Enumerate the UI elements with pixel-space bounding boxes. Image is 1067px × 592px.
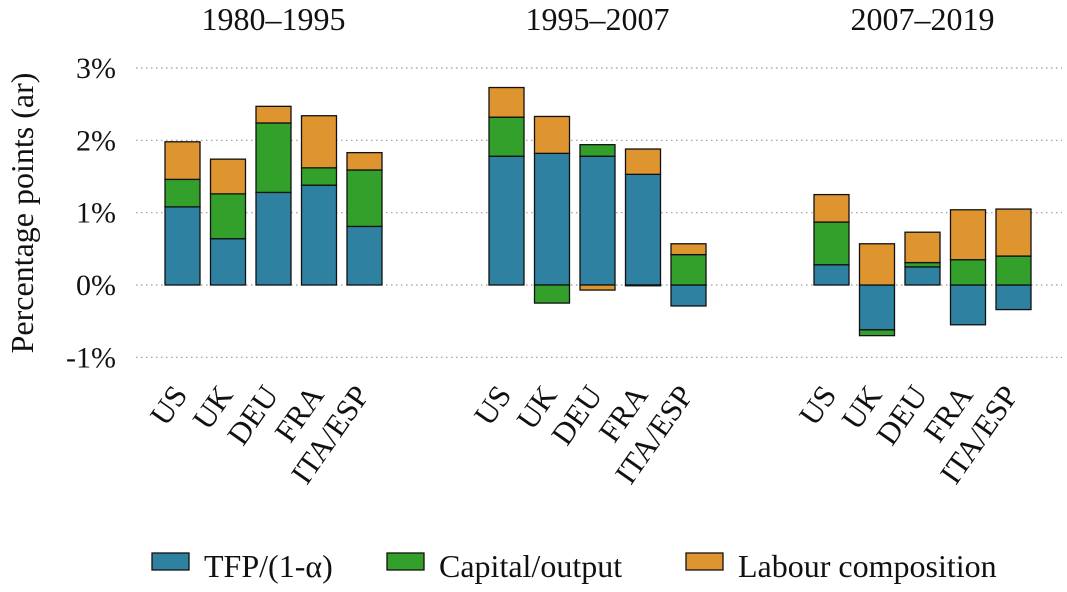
bar-segment-labour xyxy=(209,158,247,195)
bar-segment-capital xyxy=(300,167,338,186)
bar-segment-labour xyxy=(488,86,525,118)
bar-segment-tfp xyxy=(670,284,707,307)
bar-segment-capital xyxy=(624,284,662,287)
bar-segment-tfp xyxy=(164,206,201,286)
bar-segment-labour xyxy=(949,209,987,261)
x-tick-label: DEU xyxy=(869,379,934,451)
bar-segment-tfp xyxy=(904,266,941,286)
bar-segment-labour xyxy=(579,284,616,291)
x-tick-label: US xyxy=(143,379,194,432)
x-tick-label: DEU xyxy=(220,379,285,451)
bar-segment-labour xyxy=(164,141,201,181)
bar-segment-tfp xyxy=(533,152,571,286)
x-tick-label: DEU xyxy=(544,379,609,451)
legend-swatch-tfp xyxy=(151,552,190,571)
panel-title: 1980–1995 xyxy=(202,1,346,37)
bar-segment-labour xyxy=(255,105,292,124)
y-axis: -1% 0% 1% 2% 3% xyxy=(66,52,116,374)
y-tick-label: -1% xyxy=(66,341,116,374)
bar-segment-labour xyxy=(346,151,383,171)
panel-title: 2007–2019 xyxy=(851,1,995,37)
y-tick-label: 0% xyxy=(76,269,116,302)
bar-segment-capital xyxy=(670,253,707,286)
bar-segment-tfp xyxy=(813,264,850,286)
bar-segment-capital xyxy=(255,122,292,194)
bar-segment-capital xyxy=(858,329,896,337)
bar-segment-tfp xyxy=(346,225,383,286)
bar-segment-capital xyxy=(164,178,201,208)
y-axis-label: Percentage points (ar) xyxy=(4,73,40,354)
bar-segment-tfp xyxy=(579,155,616,286)
bar-segment-capital xyxy=(579,144,616,157)
y-tick-label: 3% xyxy=(76,52,116,85)
bar-segment-tfp xyxy=(209,238,247,286)
x-tick-label: US xyxy=(792,379,843,432)
bar-segment-labour xyxy=(858,243,896,286)
bar-segment-tfp xyxy=(995,284,1032,311)
bar-segment-labour xyxy=(533,115,571,155)
bar-segment-tfp xyxy=(488,155,525,286)
bar-segment-tfp xyxy=(858,284,896,331)
panel-title: 1995–2007 xyxy=(526,1,670,37)
x-tick-label: US xyxy=(467,379,518,432)
legend: TFP/(1-α) Capital/output Labour compositio… xyxy=(151,548,997,584)
bar-segment-tfp xyxy=(624,173,662,286)
panel-titles: 1980–1995 1995–2007 2007–2019 xyxy=(202,1,995,37)
bar-segment-labour xyxy=(300,115,338,169)
bar-segment-capital xyxy=(813,221,850,266)
bar-segment-tfp xyxy=(300,184,338,286)
legend-swatch-labour xyxy=(685,552,724,571)
legend-label: Capital/output xyxy=(439,548,622,584)
bar-segment-capital xyxy=(904,261,941,268)
y-tick-label: 1% xyxy=(76,197,116,230)
bar-segment-capital xyxy=(995,255,1032,286)
bar-segment-capital xyxy=(209,193,247,240)
bar-segment-labour xyxy=(813,193,850,223)
bar-segment-capital xyxy=(346,169,383,228)
bar-segment-labour xyxy=(670,243,707,256)
bar-segment-tfp xyxy=(255,191,292,286)
y-tick-label: 2% xyxy=(76,124,116,157)
bars xyxy=(164,86,1032,337)
bar-segment-tfp xyxy=(949,284,987,326)
bar-segment-capital xyxy=(949,259,987,286)
bar-segment-capital xyxy=(488,116,525,157)
legend-label: Labour composition xyxy=(738,548,997,584)
legend-swatch-capital xyxy=(386,552,425,571)
bar-segment-labour xyxy=(904,231,941,264)
bar-segment-capital xyxy=(533,284,571,304)
legend-label: TFP/(1-α) xyxy=(204,548,333,584)
bar-segment-labour xyxy=(995,208,1032,257)
bar-segment-labour xyxy=(624,148,662,175)
